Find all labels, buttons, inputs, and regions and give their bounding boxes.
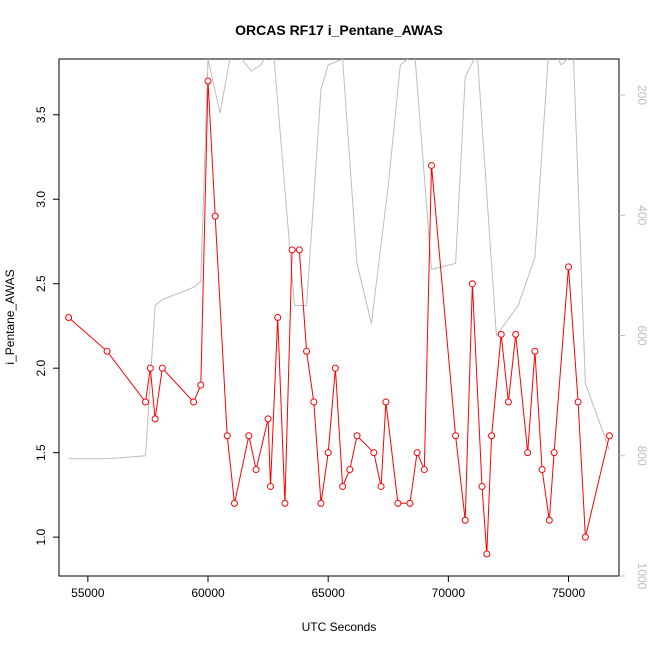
data-point bbox=[211, 212, 219, 220]
data-point bbox=[303, 347, 311, 355]
secondary-y-axis: 200 400 600 800 1000 bbox=[619, 85, 649, 590]
data-point bbox=[317, 499, 325, 507]
x-tick-label: 75000 bbox=[552, 586, 586, 600]
y2-tick-label: 800 bbox=[635, 446, 649, 466]
data-point bbox=[413, 449, 421, 457]
data-point bbox=[497, 330, 505, 338]
data-point bbox=[605, 432, 613, 440]
data-point bbox=[310, 398, 318, 406]
data-point bbox=[504, 398, 512, 406]
x-tick-label: 70000 bbox=[432, 586, 466, 600]
data-point bbox=[478, 482, 486, 490]
x-axis: 55000 60000 65000 70000 75000 bbox=[71, 576, 586, 600]
data-point bbox=[264, 415, 272, 423]
x-axis-label: UTC Seconds bbox=[302, 620, 377, 634]
data-point bbox=[581, 533, 589, 541]
y-tick-label: 1.0 bbox=[34, 528, 48, 545]
data-point bbox=[230, 499, 238, 507]
data-point bbox=[324, 449, 332, 457]
y2-tick-label: 1000 bbox=[635, 563, 649, 590]
data-point bbox=[204, 77, 212, 85]
data-point bbox=[158, 364, 166, 372]
y2-tick-label: 200 bbox=[635, 85, 649, 105]
y2-tick-label: 400 bbox=[635, 205, 649, 225]
chart-title: ORCAS RF17 i_Pentane_AWAS bbox=[235, 22, 443, 38]
data-point bbox=[550, 449, 558, 457]
data-point bbox=[382, 398, 390, 406]
x-tick-label: 60000 bbox=[191, 586, 225, 600]
series-line-secondary bbox=[68, 59, 610, 460]
data-point bbox=[223, 432, 231, 440]
x-tick-label: 65000 bbox=[311, 586, 345, 600]
data-point bbox=[574, 398, 582, 406]
data-point bbox=[295, 246, 303, 254]
data-point bbox=[274, 314, 282, 321]
data-point bbox=[103, 347, 111, 355]
data-point bbox=[538, 466, 546, 474]
data-point bbox=[346, 466, 354, 474]
data-point bbox=[545, 516, 553, 524]
y-axis-label: i_Pentane_AWAS bbox=[3, 269, 17, 364]
data-point bbox=[377, 482, 385, 490]
data-point bbox=[524, 449, 532, 457]
data-point bbox=[468, 280, 476, 288]
data-point bbox=[197, 381, 205, 389]
data-point bbox=[531, 347, 539, 355]
data-point bbox=[65, 314, 73, 321]
y-tick-label: 3.5 bbox=[34, 106, 48, 123]
data-point bbox=[394, 499, 402, 507]
data-point bbox=[331, 364, 339, 372]
data-point bbox=[370, 449, 378, 457]
plot-frame bbox=[58, 58, 620, 577]
data-point bbox=[146, 364, 154, 372]
data-point bbox=[452, 432, 460, 440]
data-point bbox=[565, 263, 573, 271]
data-point bbox=[252, 466, 260, 474]
data-point bbox=[288, 246, 296, 254]
data-point bbox=[281, 499, 289, 507]
data-point bbox=[339, 482, 347, 490]
y-tick-label: 2.0 bbox=[34, 360, 48, 377]
series-line-primary bbox=[68, 80, 610, 555]
data-point bbox=[461, 516, 469, 524]
data-point bbox=[483, 550, 491, 558]
y-axis: 1.0 1.5 2.0 2.5 3.0 3.5 bbox=[34, 106, 59, 545]
x-tick-label: 55000 bbox=[71, 586, 105, 600]
data-point bbox=[406, 499, 414, 507]
data-point bbox=[190, 398, 198, 406]
data-point bbox=[428, 161, 436, 169]
data-point bbox=[488, 432, 496, 440]
data-point bbox=[151, 415, 159, 423]
data-point bbox=[142, 398, 150, 406]
data-point bbox=[267, 482, 275, 490]
plot-area bbox=[65, 59, 613, 558]
y2-tick-label: 600 bbox=[635, 326, 649, 346]
data-point bbox=[245, 432, 253, 440]
data-point bbox=[512, 330, 520, 338]
data-point bbox=[353, 432, 361, 440]
y-tick-label: 3.0 bbox=[34, 191, 48, 208]
data-point bbox=[420, 466, 428, 474]
y-tick-label: 1.5 bbox=[34, 444, 48, 461]
y-tick-label: 2.5 bbox=[34, 275, 48, 292]
